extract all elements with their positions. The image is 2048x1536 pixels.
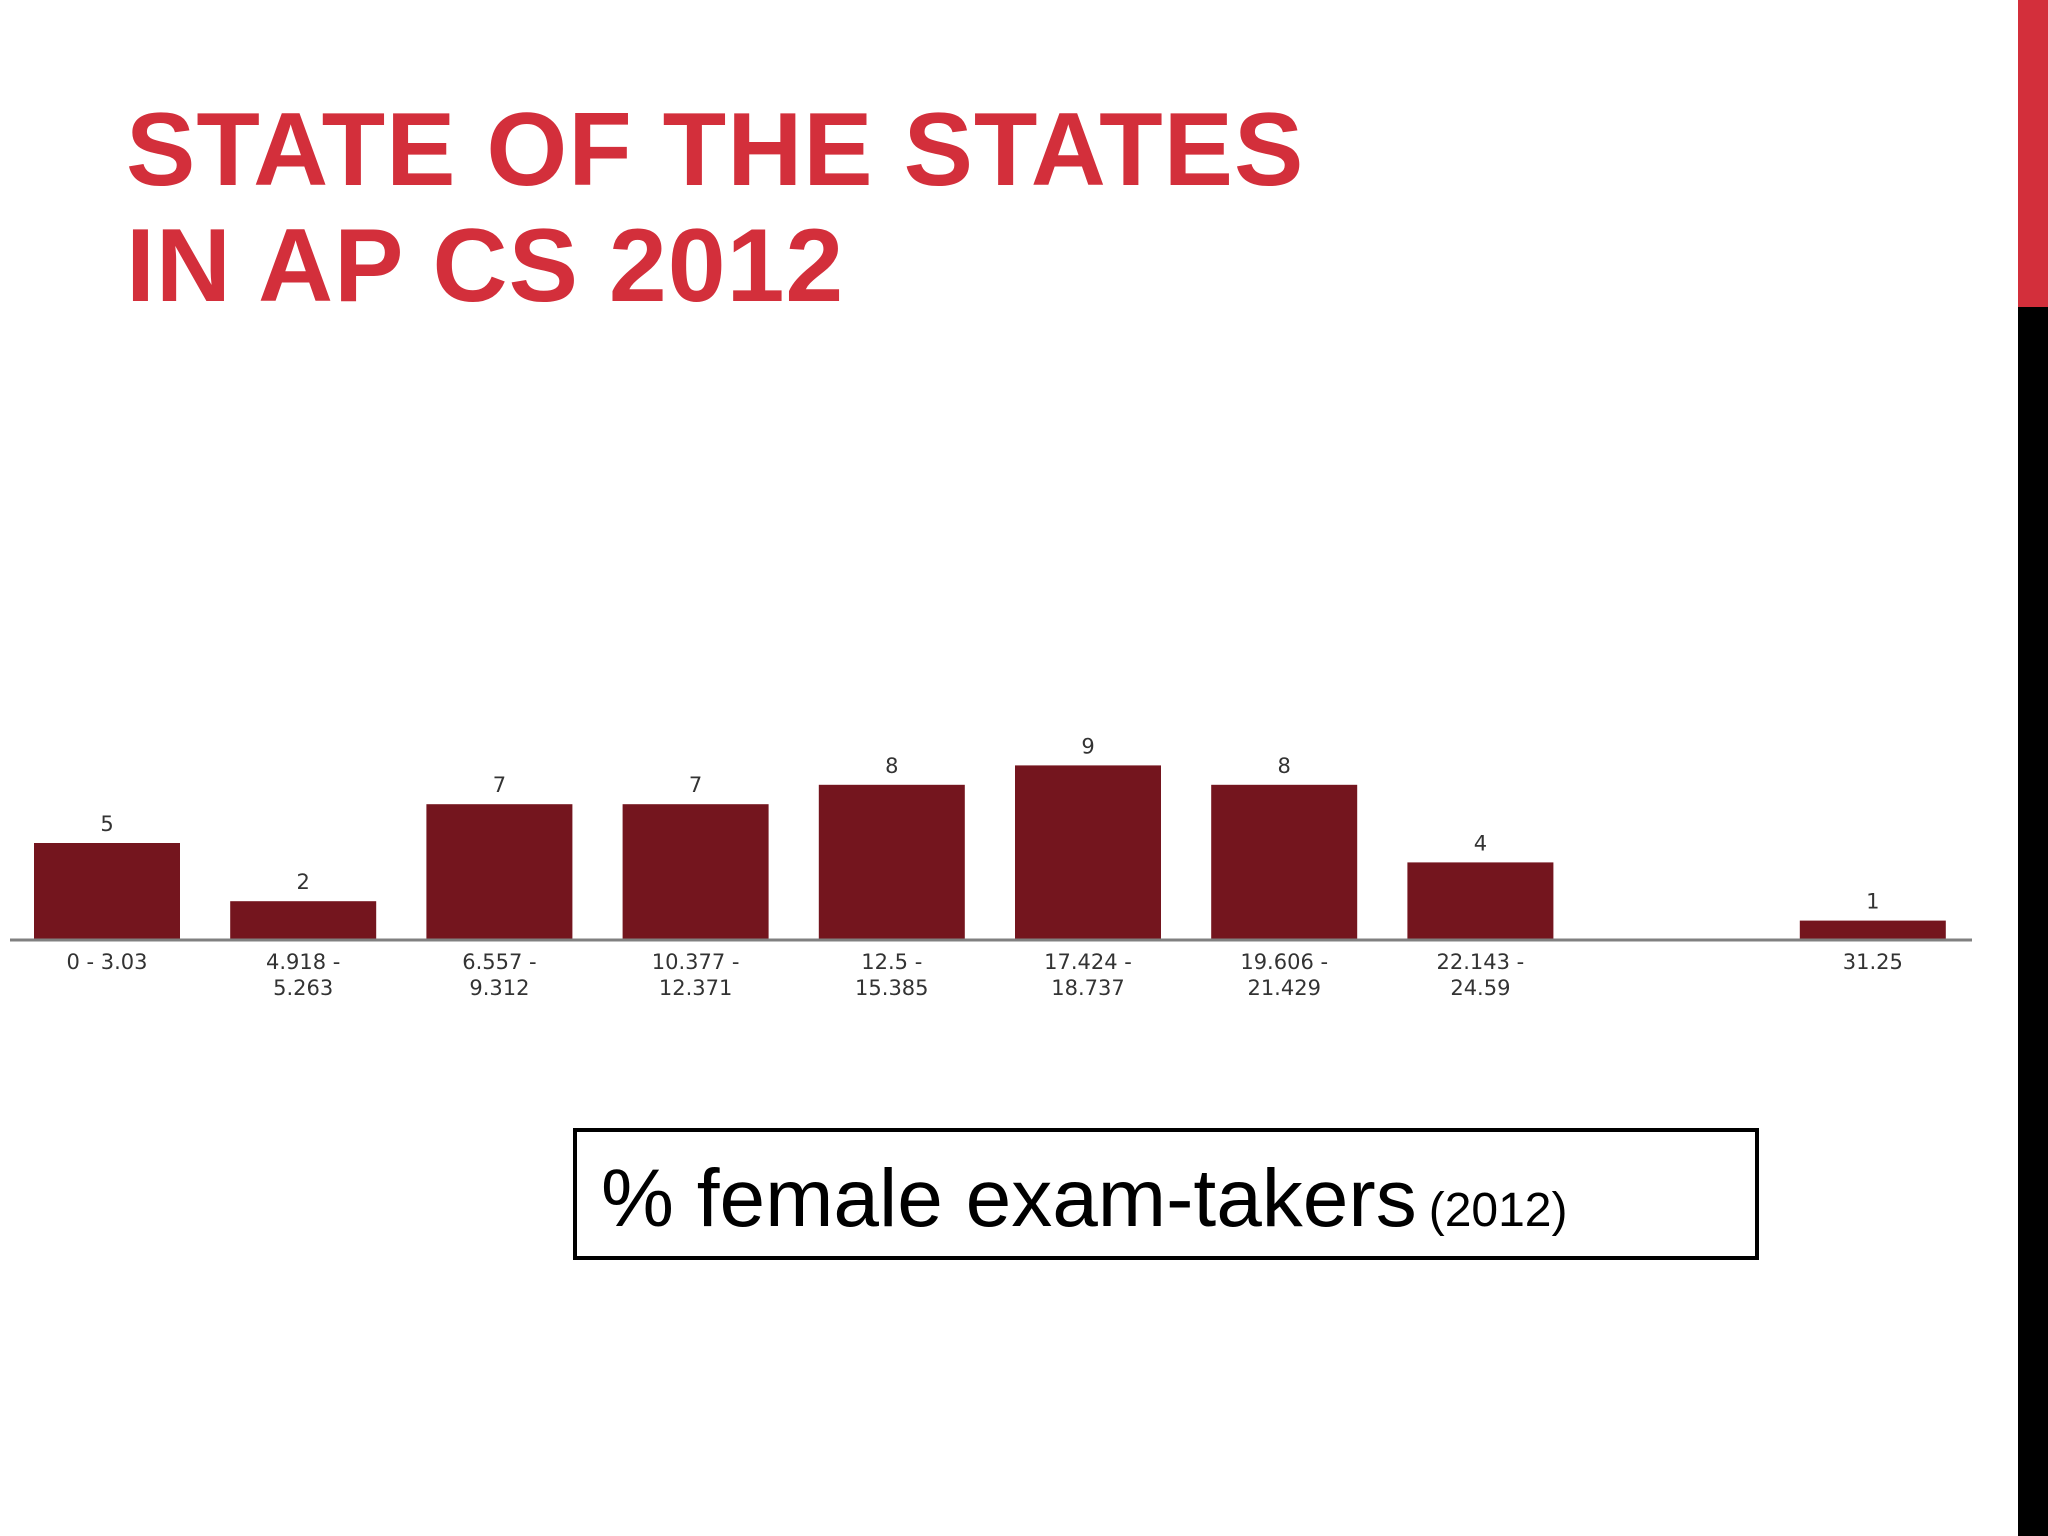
slide-title: STATE OF THE STATES IN AP CS 2012 [126, 92, 1304, 324]
tick-label-1-0: 4.918 - [266, 950, 340, 974]
tick-label-5-0: 17.424 - [1044, 950, 1132, 974]
data-label-5: 9 [1081, 734, 1094, 758]
data-label-9: 1 [1866, 890, 1879, 914]
data-label-7: 4 [1474, 831, 1487, 855]
caption-year: (2012) [1428, 1184, 1568, 1237]
slide-title-line-1: STATE OF THE STATES [126, 92, 1305, 208]
labels-layer: 5 0 - 3.03 2 4.918 -5.263 7 6.557 -9.312 7 10.3… [66, 734, 1902, 1000]
bar-5 [1015, 765, 1161, 940]
data-label-3: 7 [689, 773, 702, 797]
bar-4 [818, 784, 965, 940]
slide-title-line-2: IN AP CS 2012 [126, 208, 845, 324]
tick-label-9-0: 31.25 [1843, 950, 1903, 974]
histogram-chart: 5 0 - 3.03 2 4.918 -5.263 7 6.557 -9.312 7 10.3… [10, 734, 1972, 1000]
side-dark-bar [2018, 307, 2048, 1536]
caption-text: % female exam-takers (2012) [601, 1154, 1567, 1256]
data-label-6: 8 [1278, 754, 1291, 778]
tick-label-1-1: 5.263 [273, 976, 333, 1000]
tick-label-3-0: 10.377 - [652, 950, 740, 974]
data-label-1: 2 [297, 870, 310, 894]
tick-label-3-1: 12.371 [659, 976, 732, 1000]
tick-label-2-1: 9.312 [469, 976, 529, 1000]
tick-label-0-0: 0 - 3.03 [66, 950, 147, 974]
data-label-2: 7 [493, 773, 506, 797]
bar-1 [230, 901, 377, 940]
bars-layer [34, 765, 1946, 940]
side-accent-bar [2018, 0, 2048, 307]
tick-label-6-1: 21.429 [1247, 976, 1320, 1000]
bar-7 [1407, 862, 1554, 940]
bar-6 [1211, 784, 1358, 940]
tick-label-4-1: 15.385 [855, 976, 928, 1000]
caption-box: % female exam-takers (2012) [573, 1128, 1759, 1260]
tick-label-2-0: 6.557 - [462, 950, 536, 974]
tick-label-7-0: 22.143 - [1437, 950, 1525, 974]
caption-main-text: % female exam-takers [601, 1153, 1417, 1244]
bar-2 [426, 804, 573, 940]
data-label-0: 5 [100, 812, 113, 836]
tick-label-4-0: 12.5 - [861, 950, 922, 974]
bar-3 [622, 804, 769, 940]
tick-label-7-1: 24.59 [1450, 976, 1510, 1000]
data-label-4: 8 [885, 754, 898, 778]
tick-label-6-0: 19.606 - [1240, 950, 1328, 974]
bar-9 [1799, 920, 1946, 940]
bar-0 [34, 843, 180, 940]
tick-label-5-1: 18.737 [1051, 976, 1124, 1000]
